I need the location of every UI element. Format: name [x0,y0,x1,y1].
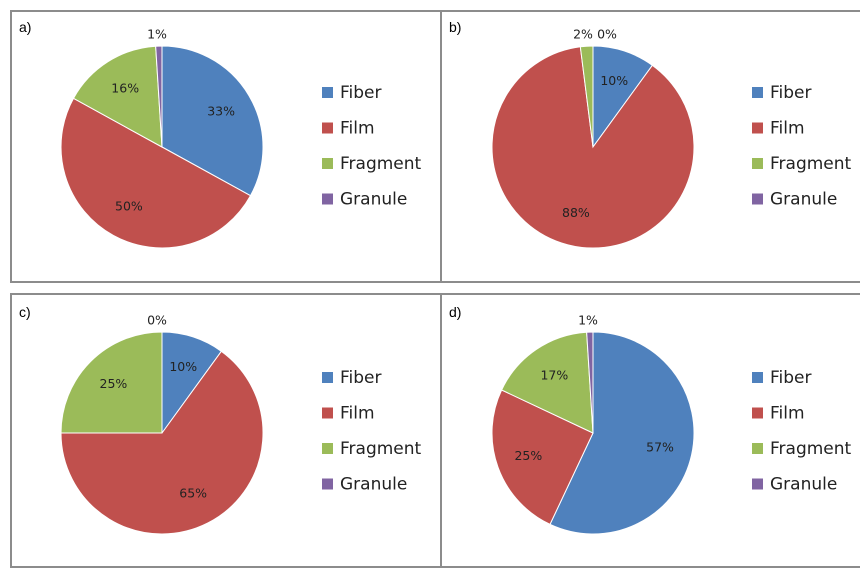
legend-label-granule: Granule [770,190,837,210]
legend-label-fragment: Fragment [770,154,852,174]
legend: Fiber Film Fragment Granule [322,83,422,210]
panel-label: c) [19,304,31,320]
pie-label-fragment: 16% [111,81,139,96]
chart-panel-a: a) 33% 50% 16% 1% Fiber Film Fragment Granule [0,0,442,283]
legend-swatch-fiber [752,87,763,98]
legend-label-fragment: Fragment [340,439,422,459]
legend-swatch-fiber [322,372,333,383]
pie-label-fiber: 57% [646,439,674,454]
pie-slice-fiber [161,45,264,197]
pie-slices [60,331,264,535]
legend-swatch-film [322,407,333,419]
legend-swatch-fragment [752,158,763,169]
pie-slice-granule [586,331,594,434]
pie-label-film: 65% [179,486,207,501]
pie-slice-film [60,97,252,249]
pie-slice-film [491,389,594,526]
pie-label-film: 25% [514,448,542,463]
legend-swatch-film [752,407,763,419]
pie-chart-b: 10% 88% 2% 0% Fiber Film Fragment Granule [491,27,852,249]
pie-slice-fragment [579,45,594,148]
legend-label-fiber: Fiber [340,83,382,103]
legend-label-granule: Granule [340,475,407,495]
legend-label-film: Film [340,119,375,139]
legend-label-fragment: Fragment [340,154,422,174]
pie-slices [491,331,695,535]
pie-slice-fragment [60,331,163,434]
pie-labels: 57% 25% 17% 1% [514,313,674,463]
legend-label-fiber: Fiber [340,368,382,388]
chart-panel-b: b) 10% 88% 2% 0% Fiber Film Fragment Granule [440,0,860,283]
pie-label-granule: 0% [597,27,617,42]
panel-label: b) [449,19,462,35]
legend-swatch-film [752,122,763,134]
legend-label-fiber: Fiber [770,368,812,388]
chart-panel-c: c) 10% 65% 25% 0% Fiber Film Fragment Granule [0,293,442,568]
pie-slice-film [491,46,695,249]
legend-swatch-granule [322,478,333,490]
legend-label-granule: Granule [770,475,837,495]
panel-label: a) [19,19,32,35]
pie-labels: 10% 88% 2% 0% [562,27,628,221]
pie-slice-fragment [500,331,594,434]
legend-swatch-fragment [322,158,333,169]
legend-label-film: Film [770,119,805,139]
legend: Fiber Film Fragment Granule [322,368,422,495]
legend: Fiber Film Fragment Granule [752,83,852,210]
pie-slice-granule [155,45,163,148]
legend-swatch-granule [752,193,763,205]
pie-chart-d: 57% 25% 17% 1% Fiber Film Fragment Granule [491,313,852,535]
legend-swatch-fiber [752,372,763,383]
legend-swatch-granule [322,193,333,205]
legend-label-fiber: Fiber [770,83,812,103]
legend-label-film: Film [770,404,805,424]
legend-swatch-fragment [322,443,333,454]
pie-chart-a: 33% 50% 16% 1% Fiber Film Fragment Granule [60,27,422,249]
pie-label-granule: 1% [578,313,598,328]
legend-swatch-fiber [322,87,333,98]
legend-swatch-granule [752,478,763,490]
pie-label-fiber: 10% [169,359,197,374]
legend-label-granule: Granule [340,190,407,210]
pie-label-fiber: 10% [600,73,628,88]
pie-label-fiber: 33% [207,104,235,119]
pie-slices [60,45,264,249]
legend-swatch-film [322,122,333,134]
pie-label-film: 88% [562,205,590,220]
legend-label-fragment: Fragment [770,439,852,459]
pie-labels: 10% 65% 25% 0% [100,313,208,501]
pie-slices [491,45,695,249]
pie-labels: 33% 50% 16% 1% [111,27,235,214]
pie-label-granule: 1% [147,27,167,42]
panel-label: d) [449,304,462,320]
pie-slice-fragment [72,45,163,148]
pie-slice-film [60,350,264,535]
legend-label-film: Film [340,404,375,424]
pie-label-fragment: 2% [573,27,593,42]
pie-slice-fiber [549,331,695,535]
legend-swatch-fragment [752,443,763,454]
pie-chart-c: 10% 65% 25% 0% Fiber Film Fragment Granule [60,313,422,535]
pie-label-fragment: 17% [540,368,568,383]
pie-label-granule: 0% [147,313,167,328]
panel-border [440,10,860,283]
chart-panel-d: d) 57% 25% 17% 1% Fiber Film Fragment Granule [440,293,860,568]
pie-label-film: 50% [115,199,143,214]
pie-label-fragment: 25% [100,376,128,391]
legend: Fiber Film Fragment Granule [752,368,852,495]
